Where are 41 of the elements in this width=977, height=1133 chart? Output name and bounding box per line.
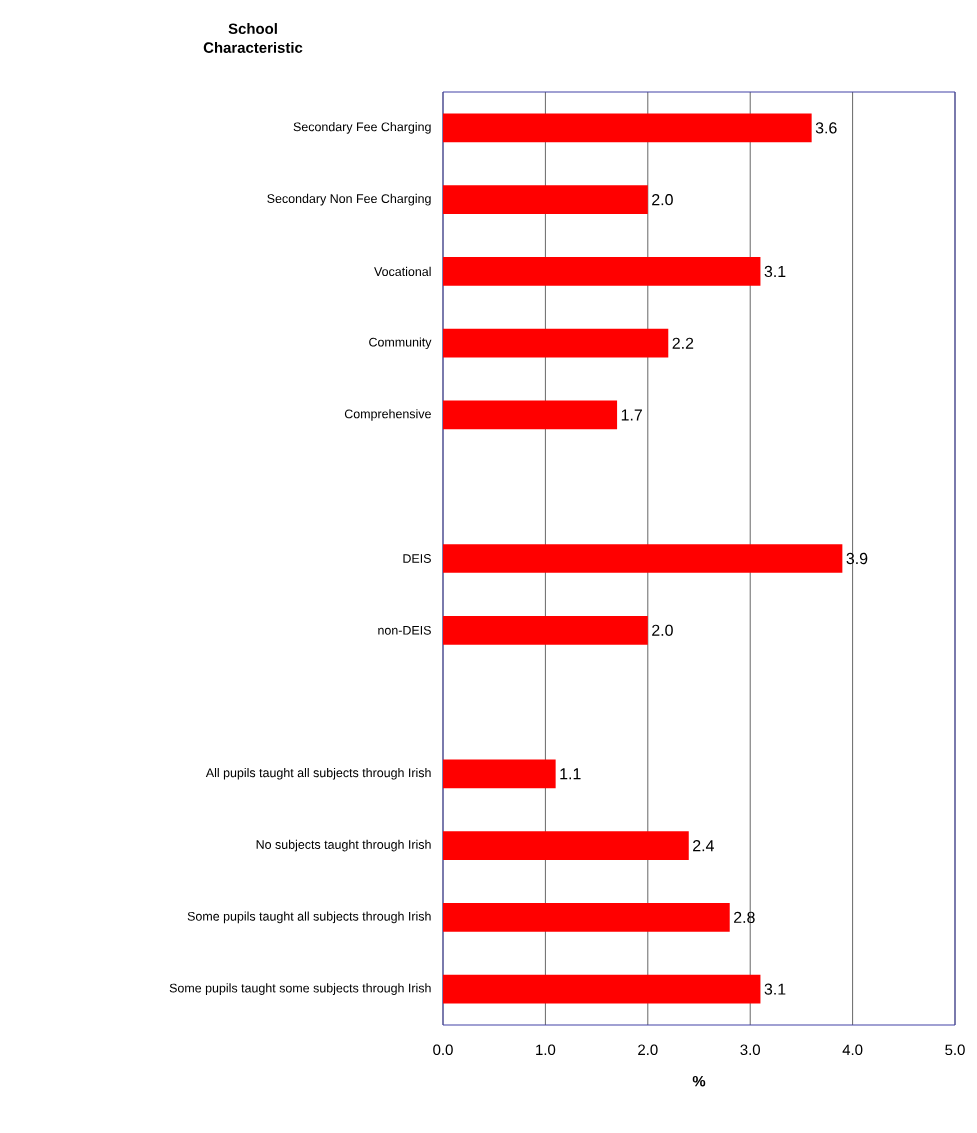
y-tick-label: All pupils taught all subjects through Irish [205,768,431,780]
bar [443,113,812,143]
x-tick-label: 5.0 [945,1044,965,1056]
data-label: 3.9 [846,552,868,565]
data-label: 2.4 [693,840,714,852]
y-tick-label: No subjects taught through Irish [256,839,431,852]
x-tick-label: 3.0 [740,1044,760,1056]
y-tick-label: DEIS [403,554,431,563]
data-label: 1.1 [560,768,581,780]
y-tick-label: Secondary Fee Charging [293,122,431,134]
x-tick-label: 4.0 [842,1044,863,1056]
bar [443,328,669,358]
y-tick-label: Vocational [374,266,431,276]
data-label: 2.2 [672,337,694,349]
x-tick-label: 2.0 [638,1044,658,1056]
data-label: 2.0 [652,194,673,206]
y-tick-label: non-DEIS [378,625,431,635]
bar [443,831,689,860]
y-tick-label: Some pupils taught some subjects through Irish [169,983,431,995]
data-label: 3.6 [815,122,837,134]
bar [443,759,556,789]
bar [443,615,648,645]
bar [443,903,730,932]
bar [443,544,843,573]
y-tick-label: Some pupils taught all subjects through Irish [187,911,431,924]
y-tick-label: Community [369,337,432,349]
x-tick-label: 1.0 [536,1044,556,1056]
data-label: 2.8 [734,911,755,923]
data-label: 1.7 [621,409,642,421]
data-label: 3.1 [764,265,786,278]
text: School Characteristic [203,23,303,53]
bar [443,185,648,215]
bar [443,400,618,430]
y-tick-label: Comprehensive [344,409,431,421]
x-tick-label: 0.0 [433,1044,453,1056]
data-label: 3.1 [764,983,786,995]
data-label: 2.0 [652,624,673,636]
bar [443,257,761,286]
bar [443,974,761,1004]
y-tick-label: Secondary Non Fee Charging [267,193,431,206]
x-axis-title: % [692,1075,706,1087]
